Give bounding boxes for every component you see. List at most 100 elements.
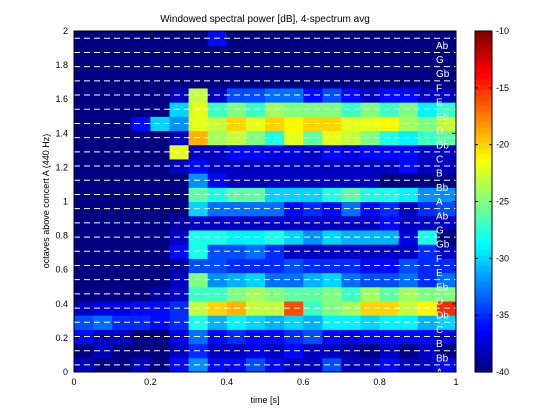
heatmap-cell bbox=[150, 244, 170, 259]
note-label: D bbox=[436, 296, 443, 307]
y-tick-label: 1.6 bbox=[55, 94, 68, 104]
heatmap-cell bbox=[150, 130, 170, 146]
y-tick-label: 0 bbox=[63, 367, 68, 377]
heatmap-cell bbox=[341, 87, 361, 103]
heatmap-cell bbox=[93, 102, 113, 117]
heatmap-cell bbox=[322, 144, 342, 160]
colorbar-segment bbox=[475, 121, 492, 128]
heatmap-cell bbox=[74, 215, 94, 231]
colorbar-segment bbox=[475, 302, 492, 309]
colorbar-segment bbox=[475, 46, 492, 53]
heatmap-cell bbox=[150, 102, 170, 117]
colorbar bbox=[475, 31, 492, 373]
heatmap-cell bbox=[341, 357, 361, 373]
heatmap-cell bbox=[303, 357, 323, 373]
heatmap-cell bbox=[93, 130, 113, 146]
heatmap-cell bbox=[322, 272, 342, 288]
heatmap-cell bbox=[341, 73, 361, 89]
heatmap-cell bbox=[74, 357, 94, 373]
heatmap-cell bbox=[360, 329, 381, 345]
colorbar-segment bbox=[475, 110, 492, 117]
heatmap-cell bbox=[93, 229, 113, 245]
heatmap-cell bbox=[93, 300, 113, 316]
heatmap-cell bbox=[93, 187, 113, 203]
heatmap-cell bbox=[284, 215, 304, 231]
heatmap-cell bbox=[341, 286, 361, 302]
heatmap-cell bbox=[303, 187, 323, 203]
heatmap-cell bbox=[112, 272, 132, 288]
heatmap-cell bbox=[284, 173, 304, 188]
colorbar-segment bbox=[475, 68, 492, 75]
heatmap-cell bbox=[93, 73, 113, 89]
heatmap-cell bbox=[112, 45, 132, 61]
heatmap-cell bbox=[360, 130, 381, 146]
heatmap-cell bbox=[112, 173, 132, 188]
heatmap-cell bbox=[74, 102, 94, 117]
heatmap-cell bbox=[360, 300, 381, 316]
heatmap-cell bbox=[74, 31, 94, 46]
colorbar-segment bbox=[475, 158, 492, 165]
heatmap-cell bbox=[284, 286, 304, 302]
heatmap-cell bbox=[360, 201, 381, 217]
heatmap-cell bbox=[112, 187, 132, 203]
heatmap-cell bbox=[322, 343, 342, 359]
y-tick-label: 1.4 bbox=[55, 128, 68, 138]
heatmap-cell bbox=[93, 87, 113, 103]
heatmap-cell bbox=[150, 144, 170, 160]
heatmap-cell bbox=[360, 229, 381, 245]
heatmap-cell bbox=[74, 272, 94, 288]
heatmap-cell bbox=[284, 187, 304, 203]
heatmap-cell bbox=[131, 144, 151, 160]
y-tick-label: 0.8 bbox=[55, 231, 68, 241]
heatmap-cell bbox=[150, 201, 170, 217]
heatmap-cell bbox=[341, 343, 361, 359]
heatmap-cell bbox=[131, 300, 151, 316]
heatmap-cell bbox=[360, 343, 381, 359]
heatmap-cell bbox=[284, 59, 304, 75]
heatmap-cell bbox=[341, 130, 361, 146]
heatmap-cell bbox=[150, 116, 170, 132]
colorbar-segment bbox=[475, 297, 492, 304]
heatmap-cell bbox=[131, 258, 151, 274]
heatmap-cell bbox=[150, 59, 170, 75]
heatmap-cell bbox=[303, 315, 323, 330]
heatmap-cell bbox=[284, 272, 304, 288]
colorbar-segment bbox=[475, 356, 492, 362]
heatmap-cell bbox=[150, 173, 170, 188]
heatmap-cell bbox=[322, 45, 342, 61]
heatmap-cell bbox=[360, 244, 381, 259]
note-label: Db bbox=[436, 140, 449, 151]
heatmap-cell bbox=[150, 229, 170, 245]
colorbar-segment bbox=[475, 318, 492, 325]
heatmap-cell bbox=[112, 286, 132, 302]
x-tick-label: 0.2 bbox=[144, 377, 157, 387]
heatmap-cell bbox=[303, 45, 323, 61]
heatmap-cell bbox=[303, 329, 323, 345]
heatmap-cell bbox=[131, 329, 151, 345]
note-label: Gb bbox=[436, 69, 450, 80]
heatmap-cell bbox=[74, 45, 94, 61]
note-label: Ab bbox=[436, 211, 449, 222]
colorbar-segment bbox=[475, 185, 492, 192]
heatmap-cell bbox=[150, 87, 170, 103]
heatmap-cell bbox=[284, 357, 304, 373]
heatmap-cell bbox=[150, 357, 170, 373]
heatmap-cell bbox=[150, 31, 170, 46]
heatmap-cell bbox=[112, 87, 132, 103]
heatmap-cell bbox=[322, 187, 342, 203]
heatmap-cell bbox=[112, 201, 132, 217]
colorbar-segment bbox=[475, 78, 492, 85]
colorbar-segment bbox=[475, 180, 492, 187]
heatmap-cell bbox=[131, 201, 151, 217]
heatmap-cell bbox=[322, 329, 342, 345]
heatmap-cells bbox=[74, 31, 457, 373]
heatmap-cell bbox=[322, 300, 342, 316]
heatmap-cell bbox=[284, 300, 304, 316]
heatmap-cell bbox=[74, 315, 94, 330]
heatmap-cell bbox=[74, 59, 94, 75]
colorbar-segment bbox=[475, 249, 492, 256]
heatmap-cell bbox=[93, 31, 113, 46]
heatmap-cell bbox=[131, 31, 151, 46]
colorbar-segment bbox=[475, 62, 492, 69]
